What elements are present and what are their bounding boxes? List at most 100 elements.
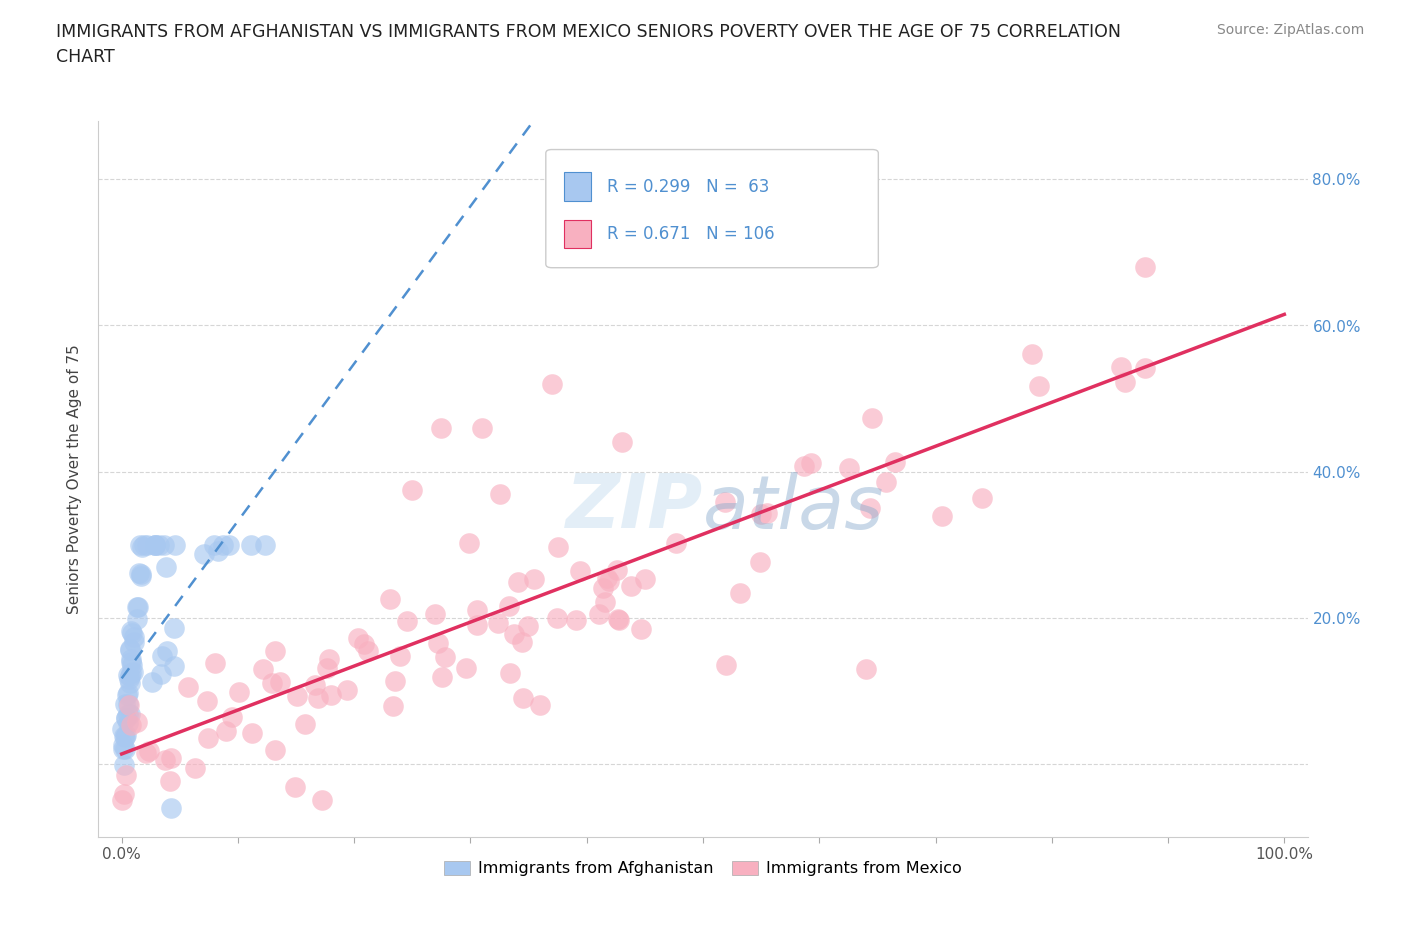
Point bbox=[228, 684, 250, 699]
Point bbox=[547, 540, 569, 555]
Point bbox=[427, 635, 450, 650]
Point bbox=[184, 761, 207, 776]
Point bbox=[120, 666, 142, 681]
Point bbox=[610, 435, 633, 450]
Point bbox=[111, 737, 134, 752]
Point bbox=[713, 495, 735, 510]
Point bbox=[838, 460, 860, 475]
Point bbox=[122, 630, 145, 644]
Point bbox=[150, 649, 173, 664]
Point bbox=[117, 715, 139, 730]
Point bbox=[134, 538, 156, 552]
Point bbox=[381, 698, 404, 713]
Point bbox=[284, 780, 307, 795]
Point bbox=[883, 455, 905, 470]
Point bbox=[111, 722, 134, 737]
Point bbox=[127, 599, 149, 614]
Point bbox=[588, 606, 610, 621]
Point bbox=[120, 642, 142, 657]
Point bbox=[565, 613, 588, 628]
Point bbox=[211, 538, 233, 552]
Point bbox=[529, 698, 551, 713]
Point bbox=[1021, 346, 1043, 361]
Point bbox=[124, 635, 146, 650]
Point bbox=[357, 644, 380, 658]
Point bbox=[114, 729, 136, 744]
Point bbox=[125, 612, 148, 627]
Point bbox=[395, 613, 418, 628]
Point bbox=[423, 606, 446, 621]
Point bbox=[121, 664, 143, 679]
Point bbox=[593, 594, 616, 609]
Point bbox=[634, 572, 657, 587]
Point bbox=[606, 611, 628, 626]
Point bbox=[115, 711, 138, 725]
Point bbox=[860, 411, 883, 426]
Point bbox=[875, 474, 897, 489]
Point bbox=[221, 710, 243, 724]
Point bbox=[135, 746, 157, 761]
Point bbox=[401, 483, 423, 498]
Point bbox=[294, 716, 316, 731]
Point bbox=[138, 744, 160, 759]
Point bbox=[115, 767, 138, 782]
Point bbox=[1133, 259, 1156, 274]
Text: R = 0.299   N =  63: R = 0.299 N = 63 bbox=[607, 178, 770, 196]
Point bbox=[115, 687, 138, 702]
Point bbox=[800, 456, 823, 471]
Point bbox=[318, 652, 340, 667]
Point bbox=[163, 538, 186, 552]
Point bbox=[252, 662, 274, 677]
Point bbox=[516, 618, 538, 633]
Point bbox=[152, 538, 174, 552]
Point bbox=[129, 567, 152, 582]
Point bbox=[118, 671, 141, 686]
Point bbox=[751, 507, 773, 522]
Point bbox=[239, 538, 262, 552]
Point bbox=[488, 486, 510, 501]
Point bbox=[598, 573, 620, 588]
Point bbox=[127, 599, 149, 614]
Point bbox=[136, 538, 159, 552]
Point bbox=[120, 643, 142, 658]
Point bbox=[304, 678, 326, 693]
Point bbox=[117, 706, 139, 721]
Point bbox=[607, 613, 630, 628]
Point bbox=[120, 707, 142, 722]
Point bbox=[120, 717, 142, 732]
Point bbox=[114, 697, 136, 711]
Point bbox=[112, 787, 135, 802]
Text: R = 0.671   N = 106: R = 0.671 N = 106 bbox=[607, 225, 775, 243]
Point bbox=[319, 687, 342, 702]
Point bbox=[131, 539, 153, 554]
Point bbox=[115, 728, 138, 743]
Point bbox=[177, 680, 200, 695]
Point bbox=[240, 725, 263, 740]
Point bbox=[859, 500, 882, 515]
Point bbox=[128, 538, 150, 552]
Point bbox=[121, 658, 143, 672]
Point bbox=[153, 752, 176, 767]
Point bbox=[160, 751, 183, 765]
Y-axis label: Seniors Poverty Over the Age of 75: Seniors Poverty Over the Age of 75 bbox=[67, 344, 83, 614]
Point bbox=[112, 758, 135, 773]
Point bbox=[606, 562, 628, 577]
Point bbox=[141, 675, 163, 690]
Point bbox=[155, 643, 177, 658]
Point bbox=[970, 490, 993, 505]
Point bbox=[755, 505, 778, 520]
Point bbox=[202, 538, 225, 552]
Point bbox=[1133, 360, 1156, 375]
Point bbox=[128, 566, 150, 581]
Point bbox=[204, 656, 226, 671]
Point bbox=[498, 599, 520, 614]
Point bbox=[471, 420, 494, 435]
Point bbox=[120, 655, 142, 670]
Point bbox=[540, 377, 562, 392]
Point bbox=[114, 741, 136, 756]
Point bbox=[195, 694, 218, 709]
Point bbox=[120, 652, 142, 667]
Point bbox=[458, 535, 481, 550]
Point bbox=[512, 634, 534, 649]
FancyBboxPatch shape bbox=[564, 172, 591, 201]
